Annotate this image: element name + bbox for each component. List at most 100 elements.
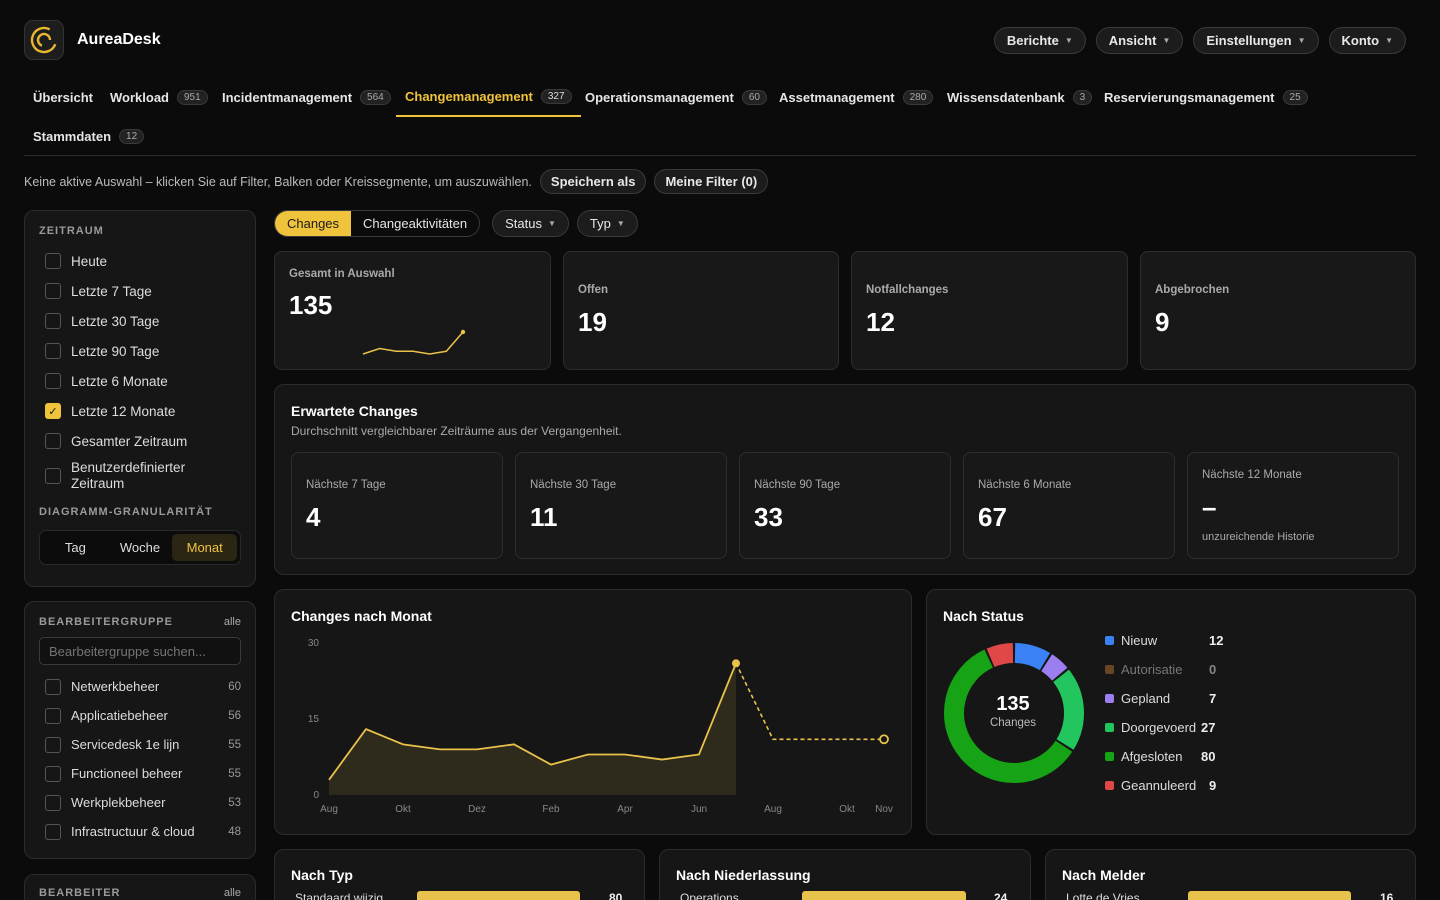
kpi-card-total[interactable]: Gesamt in Auswahl 135	[274, 251, 551, 370]
checkbox[interactable]	[45, 283, 61, 299]
kpi-card-cancelled[interactable]: Abgebrochen 9	[1140, 251, 1416, 370]
period-option[interactable]: Letzte 90 Tage	[45, 336, 241, 366]
tab-assetmanagement[interactable]: Assetmanagement 280	[770, 79, 942, 115]
checkbox[interactable]	[45, 823, 61, 840]
bar[interactable]	[417, 891, 580, 900]
menu-label: Konto	[1341, 32, 1380, 48]
legend-label: Gepland	[1121, 691, 1171, 706]
selection-bar: Keine aktive Auswahl – klicken Sie auf F…	[24, 169, 769, 194]
bar[interactable]	[1188, 891, 1351, 900]
tab-uebersicht[interactable]: Übersicht	[24, 79, 102, 115]
bar-label: Operations	[680, 891, 739, 900]
period-option[interactable]: ✓ Letzte 12 Monate	[45, 396, 241, 426]
menu-berichte[interactable]: Berichte ▼	[993, 26, 1086, 54]
tab-count: 280	[902, 89, 934, 105]
area-fill	[329, 663, 736, 795]
status-filter-button[interactable]: Status ▼	[492, 210, 569, 237]
menu-einstellungen[interactable]: Einstellungen ▼	[1193, 26, 1319, 54]
checkbox[interactable]	[45, 678, 61, 695]
legend-swatch	[1105, 694, 1114, 703]
group-option[interactable]: Infrastructuur & cloud 48	[45, 817, 241, 846]
my-filters-button[interactable]: Meine Filter (0)	[654, 169, 769, 194]
granularity-tag[interactable]: Tag	[64, 540, 86, 555]
group-search-input[interactable]	[39, 637, 241, 665]
period-option[interactable]: Gesamter Zeitraum	[45, 426, 241, 456]
menu-konto[interactable]: Konto ▼	[1328, 26, 1406, 54]
checkbox[interactable]	[45, 343, 61, 359]
tab-changemanagement[interactable]: Changemanagement 327	[396, 78, 581, 117]
legend-item[interactable]: Gepland 7	[1105, 684, 1305, 713]
tab-operationsmanagement[interactable]: Operationsmanagement 60	[576, 79, 776, 115]
granularity-title: Diagramm-Granularität	[39, 506, 213, 518]
group-count: 53	[228, 796, 241, 809]
period-option[interactable]: Benutzerdefinierter Zeitraum	[45, 456, 241, 496]
app-name: AureaDesk	[77, 31, 161, 48]
group-count: 56	[228, 709, 241, 722]
tab-reservierungsmanagement[interactable]: Reservierungsmanagement 25	[1095, 79, 1317, 115]
selection-message: Keine aktive Auswahl – klicken Sie auf F…	[24, 174, 532, 189]
kpi-sparkline	[362, 329, 466, 355]
type-filter-button[interactable]: Typ ▼	[576, 210, 638, 237]
checkbox[interactable]	[45, 468, 61, 484]
group-label: Applicatiebeheer	[71, 708, 168, 723]
checkbox[interactable]	[45, 313, 61, 329]
legend-item[interactable]: Doorgevoerd 27	[1105, 713, 1305, 742]
period-option[interactable]: Heute	[45, 246, 241, 276]
group-select-all[interactable]: alle	[223, 616, 241, 628]
tab-stammdaten[interactable]: Stammdaten 12	[24, 118, 153, 154]
group-option[interactable]: Applicatiebeheer 56	[45, 701, 241, 730]
kpi-card-emergency[interactable]: Notfallchanges 12	[851, 251, 1128, 370]
assignee-select-all[interactable]: alle	[223, 887, 241, 899]
donut-slice	[1014, 643, 1051, 671]
toggle-changeaktivitaeten[interactable]: Changeaktivitäten	[363, 216, 468, 231]
granularity-woche[interactable]: Woche	[119, 540, 161, 555]
group-list: Netwerkbeheer 60 Applicatiebeheer 56 Servi…	[39, 672, 241, 846]
assignee-title: Bearbeiter	[39, 887, 121, 899]
checkbox[interactable]	[45, 736, 61, 753]
legend-item[interactable]: Nieuw 12	[1105, 626, 1305, 655]
app-logo[interactable]	[24, 20, 64, 60]
tab-label: Operationsmanagement	[585, 89, 734, 105]
legend-label: Afgesloten	[1121, 749, 1183, 764]
legend-item[interactable]: Geannuleerd 9	[1105, 771, 1305, 800]
checkbox[interactable]	[45, 794, 61, 811]
tab-label: Changemanagement	[405, 89, 533, 104]
toggle-changes[interactable]: Changes	[275, 211, 352, 236]
bar[interactable]	[802, 891, 966, 900]
tab-count: 951	[177, 89, 208, 105]
period-option[interactable]: Letzte 7 Tage	[45, 276, 241, 306]
menu-label: Einstellungen	[1206, 32, 1292, 48]
checkbox-checked[interactable]: ✓	[45, 403, 61, 419]
legend-item[interactable]: Autorisatie 0	[1105, 655, 1305, 684]
period-option[interactable]: Letzte 30 Tage	[45, 306, 241, 336]
tab-incidentmanagement[interactable]: Incidentmanagement 564	[213, 79, 400, 115]
save-as-button[interactable]: Speichern als	[539, 169, 647, 194]
expected-card-value: –	[1202, 492, 1217, 522]
expected-card: Nächste 12 Monate – unzureichende Histor…	[1187, 452, 1399, 559]
group-option[interactable]: Netwerkbeheer 60	[45, 672, 241, 701]
tab-label: Workload	[110, 89, 169, 105]
kpi-card-open[interactable]: Offen 19	[563, 251, 839, 370]
checkbox[interactable]	[45, 707, 61, 724]
group-option[interactable]: Servicedesk 1e lijn 55	[45, 730, 241, 759]
chevron-down-icon: ▼	[1162, 35, 1171, 45]
panel-title: Nach Typ	[291, 867, 353, 883]
x-tick-label: Aug	[320, 804, 338, 815]
checkbox[interactable]	[45, 253, 61, 269]
legend-item[interactable]: Afgesloten 80	[1105, 742, 1305, 771]
checkbox[interactable]	[45, 373, 61, 389]
group-option[interactable]: Werkplekbeheer 53	[45, 788, 241, 817]
tab-workload[interactable]: Workload 951	[101, 79, 217, 115]
x-tick-label: Apr	[617, 804, 633, 815]
kpi-value: 135	[289, 290, 333, 320]
granularity-monat[interactable]: Monat	[172, 534, 238, 561]
tab-wissensdatenbank[interactable]: Wissensdatenbank 3	[938, 79, 1101, 115]
checkbox[interactable]	[45, 433, 61, 449]
tab-count: 60	[741, 89, 767, 105]
menu-ansicht[interactable]: Ansicht ▼	[1095, 26, 1184, 54]
checkbox[interactable]	[45, 765, 61, 782]
group-option[interactable]: Functioneel beheer 55	[45, 759, 241, 788]
line-chart[interactable]: 0 15 30 Aug Okt Dez Feb Apr Jun Aug Okt Nov	[275, 590, 913, 836]
period-option[interactable]: Letzte 6 Monate	[45, 366, 241, 396]
status-donut[interactable]	[939, 638, 1089, 788]
